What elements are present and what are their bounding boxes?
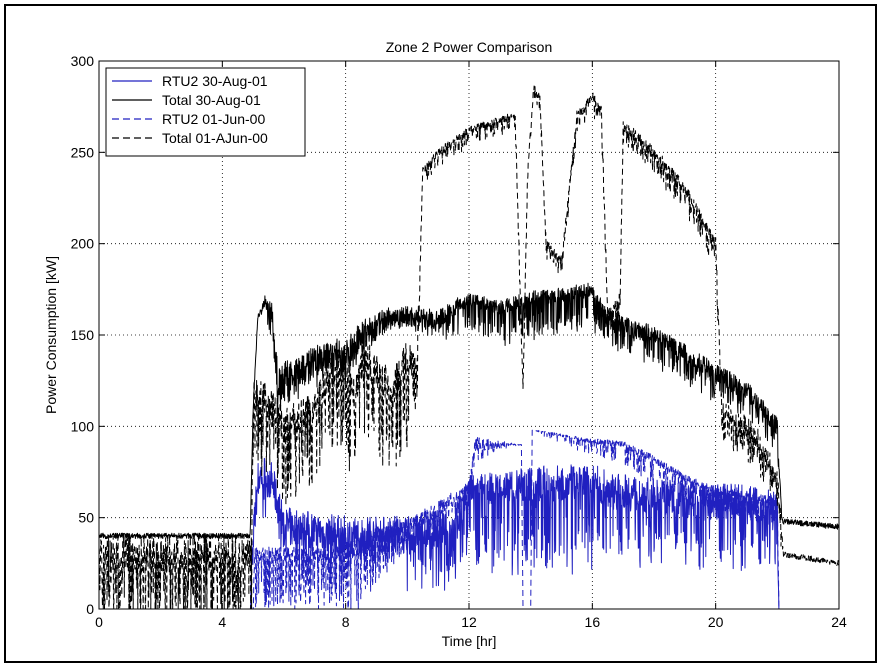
legend-label-3: RTU2 01-Jun-00 <box>162 111 265 127</box>
x-tick-label: 0 <box>95 614 103 630</box>
series-line-2 <box>98 282 840 540</box>
legend-box <box>105 67 306 157</box>
x-tick-label: 8 <box>342 614 350 630</box>
chart-frame: 0 4 8 12 16 20 24 0 50 100 150 200 250 300 Zone 2 Po… <box>4 4 877 663</box>
y-axis-label: Power Consumption [kW] <box>43 256 59 414</box>
legend-label-2: Total 30-Aug-01 <box>162 92 261 108</box>
y-tick-label: 200 <box>71 236 95 252</box>
y-tick-label: 100 <box>71 418 95 434</box>
y-axis: 0 50 100 150 200 250 300 <box>71 53 839 617</box>
legend-label-1: RTU2 30-Aug-01 <box>162 73 268 89</box>
y-tick-label: 150 <box>71 327 95 343</box>
chart-title: Zone 2 Power Comparison <box>386 39 553 55</box>
y-tick-label: 0 <box>86 601 94 617</box>
y-tick-label: 50 <box>78 510 94 526</box>
line-chart: 0 4 8 12 16 20 24 0 50 100 150 200 250 300 Zone 2 Po… <box>43 39 847 649</box>
x-tick-label: 24 <box>831 614 847 630</box>
x-tick-label: 4 <box>218 614 226 630</box>
x-axis: 0 4 8 12 16 20 24 <box>95 61 847 630</box>
x-tick-label: 12 <box>461 614 477 630</box>
series-line-4 <box>98 85 840 610</box>
y-tick-label: 300 <box>71 53 95 69</box>
legend-label-4: Total 01-AJun-00 <box>162 130 268 146</box>
x-axis-label: Time [hr] <box>442 633 497 649</box>
y-tick-label: 250 <box>71 144 95 160</box>
x-tick-label: 16 <box>585 614 601 630</box>
legend: RTU2 30-Aug-01 Total 30-Aug-01 RTU2 01-Jun… <box>105 67 306 157</box>
x-tick-label: 20 <box>708 614 724 630</box>
